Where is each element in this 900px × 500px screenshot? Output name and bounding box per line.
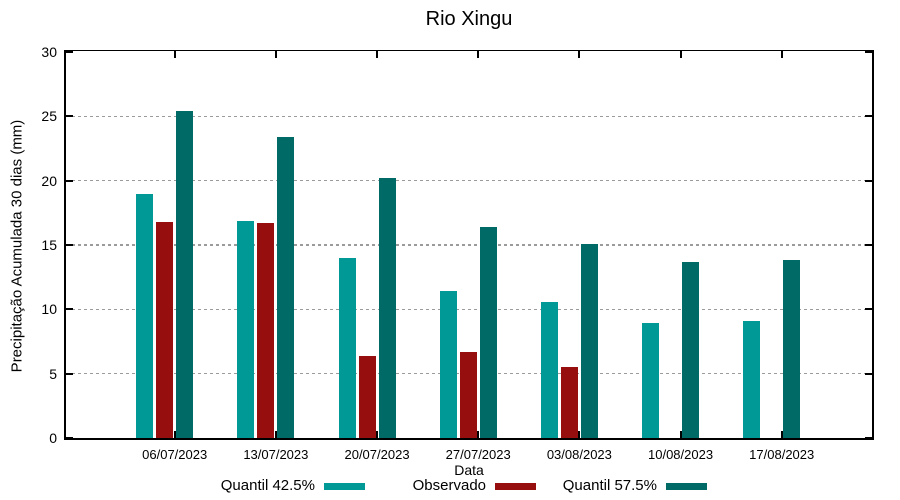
x-axis-tick (679, 431, 682, 438)
y-tick-label: 0 (49, 430, 57, 446)
legend-item: Observado (413, 477, 536, 495)
x-tick-label: 06/07/2023 (142, 447, 208, 462)
x-axis-tick (477, 51, 480, 58)
x-tick-label: 03/08/2023 (546, 447, 612, 462)
bar-quantil-42-5--06-07-2023 (136, 193, 154, 438)
y-tick-label: 20 (41, 172, 57, 189)
bar-quantil-57-5--13-07-2023 (277, 136, 295, 438)
x-axis-tick (578, 431, 581, 438)
legend-label: Quantil 57.5% (562, 477, 657, 494)
gridline (66, 308, 872, 311)
x-axis-label: Data (454, 462, 484, 478)
x-tick-label: 17/08/2023 (749, 447, 815, 462)
y-tick-label: 5 (49, 365, 57, 382)
x-axis-tick (173, 51, 176, 58)
x-axis-tick (274, 51, 277, 58)
y-axis-tick (66, 372, 73, 375)
bar-observado-20-07-2023 (358, 355, 376, 438)
legend-label: Quantil 42.5% (220, 477, 315, 494)
x-tick-label: 13/07/2023 (243, 447, 309, 462)
y-axis-tick (66, 308, 73, 311)
bar-observado-03-08-2023 (560, 367, 578, 438)
y-axis-tick (865, 51, 872, 53)
y-axis-tick (66, 179, 73, 182)
y-axis-tick (865, 179, 872, 182)
bar-quantil-57-5--17-08-2023 (783, 260, 801, 438)
bar-observado-27-07-2023 (459, 351, 477, 438)
bar-quantil-42-5--10-08-2023 (642, 323, 660, 438)
y-axis-tick (865, 115, 872, 118)
bar-quantil-42-5--17-08-2023 (743, 320, 761, 438)
bar-quantil-57-5--20-07-2023 (378, 178, 396, 438)
legend-label: Observado (412, 477, 486, 494)
bar-quantil-57-5--27-07-2023 (479, 226, 497, 438)
y-axis-tick (66, 437, 73, 439)
x-axis-tick (780, 51, 783, 58)
bar-quantil-57-5--03-08-2023 (580, 243, 598, 438)
y-axis-tick (865, 437, 872, 439)
bar-quantil-42-5--03-08-2023 (540, 301, 558, 438)
x-axis-tick (274, 431, 277, 438)
y-axis-tick (66, 51, 73, 53)
gridline (66, 244, 872, 246)
x-axis-tick (578, 51, 581, 58)
y-axis-tick (865, 244, 872, 246)
bar-quantil-57-5--10-08-2023 (682, 261, 700, 438)
y-tick-label: 25 (41, 108, 57, 125)
bar-observado-06-07-2023 (156, 221, 174, 438)
bar-quantil-42-5--20-07-2023 (338, 257, 356, 438)
y-tick-label: 30 (41, 44, 57, 60)
y-axis-tick (865, 308, 872, 311)
x-axis-tick (679, 51, 682, 58)
legend-item: Quantil 42.5% (221, 477, 365, 495)
x-tick-label: 20/07/2023 (344, 447, 410, 462)
gridline (66, 115, 872, 118)
legend-swatch (666, 482, 707, 490)
x-tick-label: 27/07/2023 (445, 447, 511, 462)
legend-swatch (324, 482, 365, 490)
y-axis-tick (66, 115, 73, 118)
x-axis-tick (173, 431, 176, 438)
x-axis-tick (477, 431, 480, 438)
gridline (66, 179, 872, 182)
x-axis-tick (376, 51, 379, 58)
bar-quantil-42-5--13-07-2023 (237, 220, 255, 438)
legend-item: Quantil 57.5% (563, 477, 707, 495)
x-axis-tick (376, 431, 379, 438)
plot-area (64, 50, 874, 440)
legend-swatch (495, 482, 536, 490)
bar-quantil-42-5--27-07-2023 (439, 291, 457, 438)
y-axis-tick (66, 244, 73, 246)
bar-observado-13-07-2023 (257, 223, 275, 438)
chart-title: Rio Xingu (425, 8, 513, 30)
x-tick-label: 10/08/2023 (648, 447, 714, 462)
y-axis-tick (865, 372, 872, 375)
y-tick-label: 15 (41, 237, 57, 253)
y-tick-label: 10 (41, 301, 57, 318)
x-axis-tick (780, 431, 783, 438)
bar-quantil-57-5--06-07-2023 (176, 111, 194, 438)
